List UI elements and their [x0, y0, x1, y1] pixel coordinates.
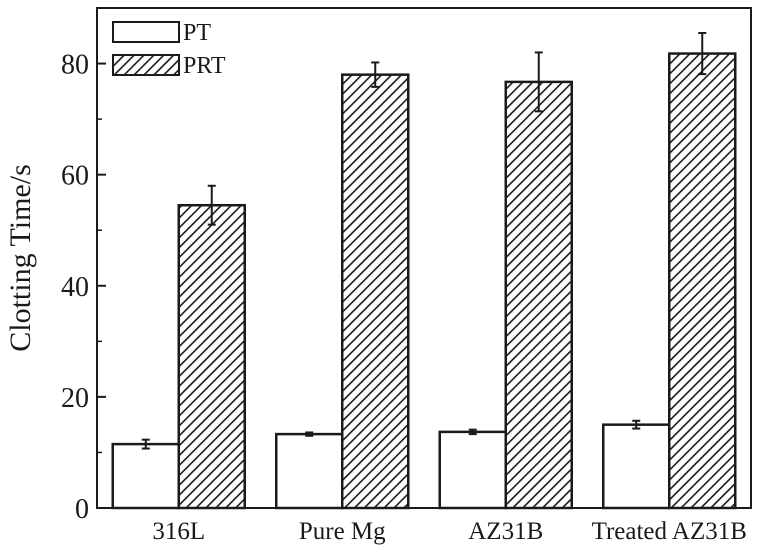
bar-pt [275, 432, 344, 510]
y-tick-label: 80 [61, 50, 89, 81]
x-tick-label: Treated AZ31B [592, 518, 747, 545]
bars-layer [111, 32, 737, 510]
plot-frame [96, 7, 752, 509]
bar-pt [438, 430, 507, 510]
bar-pt [602, 423, 671, 510]
bar-pt [111, 442, 180, 510]
bar-prt [504, 80, 573, 510]
axis-layer: 0 20 40 60 80 316L Pure Mg AZ31B Treated AZ31B [61, 7, 747, 545]
x-tick-label: 316L [152, 518, 205, 545]
y-tick-label: 0 [75, 494, 89, 525]
x-tick-label: Pure Mg [299, 518, 386, 545]
legend-swatch-prt [112, 54, 180, 76]
legend: PT PRT [112, 20, 226, 79]
x-tick-label: AZ31B [468, 518, 543, 545]
legend-label-prt: PRT [183, 53, 226, 79]
y-tick-label: 60 [61, 161, 89, 192]
legend-label-pt: PT [183, 20, 211, 46]
bar-prt [668, 52, 737, 510]
y-tick-label: 40 [61, 272, 89, 303]
bar-prt [177, 203, 246, 510]
legend-swatch-pt [112, 21, 180, 43]
y-tick-label: 20 [61, 383, 89, 414]
bar-prt [341, 73, 410, 510]
y-axis-label: Clotting Time/s [4, 164, 37, 352]
